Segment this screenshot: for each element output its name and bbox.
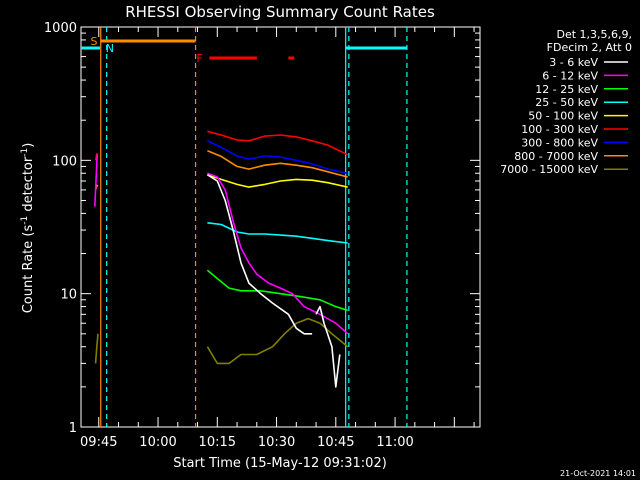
- series-line-3to6kev-2: [315, 305, 341, 388]
- legend-label: 25 - 50 keV: [535, 96, 598, 109]
- chart-title: RHESSI Observing Summary Count Rates: [125, 3, 435, 21]
- series-line-800to7000kev-2: [207, 149, 348, 178]
- x-tick-label: 10:15: [199, 435, 236, 450]
- legend-label: 7000 - 15000 keV: [500, 163, 598, 176]
- legend-header-line-1: Det 1,3,5,6,9,: [556, 28, 632, 41]
- series-line-300to800kev-2: [207, 140, 348, 175]
- footer-timestamp: 21-Oct-2021 14:01: [560, 469, 636, 478]
- series-line-7000to15000kev-1: [94, 333, 99, 364]
- series-line-7000to15000kev-2: [206, 317, 349, 365]
- series-line-50to100kev-1: [207, 173, 348, 188]
- annotation-s: S: [91, 35, 98, 48]
- legend-label: 100 - 300 keV: [521, 123, 598, 136]
- series-line-12to25kev-1: [206, 269, 348, 312]
- x-tick-label: 09:45: [80, 435, 117, 450]
- x-tick-label: 10:00: [139, 435, 176, 450]
- y-tick-label: 100: [52, 154, 77, 169]
- plot-frame: [80, 26, 481, 428]
- series-line-100to300kev-2: [207, 130, 349, 156]
- x-tick-label: 10:30: [258, 435, 295, 450]
- legend-label: 12 - 25 keV: [535, 83, 598, 96]
- y-tick-label: 10: [60, 288, 77, 303]
- annotation-n: N: [106, 42, 114, 55]
- legend-label: 800 - 7000 keV: [514, 150, 598, 163]
- legend-label: 50 - 100 keV: [528, 110, 598, 123]
- y-tick-label: 1000: [44, 21, 77, 36]
- legend-label: 300 - 800 keV: [521, 136, 598, 149]
- series-line-100to300kev-1: [94, 153, 99, 161]
- legend-label: 3 - 6 keV: [549, 56, 598, 69]
- y-tick-label: 1: [69, 421, 77, 436]
- x-tick-label: 11:00: [376, 435, 413, 450]
- x-axis-label: Start Time (15-May-12 09:31:02): [173, 456, 387, 471]
- legend-header-line-2: FDecim 2, Att 0: [547, 41, 632, 54]
- y-axis-label: Count Rate (s-1 detector-1): [20, 143, 36, 314]
- annotation-f: F: [196, 52, 202, 65]
- x-tick-label: 10:45: [317, 435, 354, 450]
- legend-label: 6 - 12 keV: [542, 69, 598, 82]
- series-line-25to50kev-1: [207, 222, 348, 244]
- series-line-3to6kev-1: [206, 174, 313, 335]
- series-line-6to12kev-1: [94, 154, 98, 207]
